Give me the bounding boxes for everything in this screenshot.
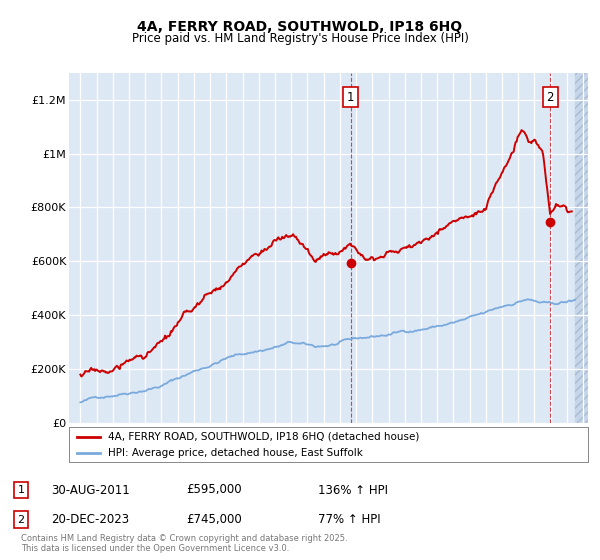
Text: £595,000: £595,000 (186, 483, 242, 497)
Text: 1: 1 (347, 91, 355, 104)
Bar (575, 73, 588, 423)
Text: HPI: Average price, detached house, East Suffolk: HPI: Average price, detached house, East… (108, 447, 363, 458)
Text: £745,000: £745,000 (186, 513, 242, 526)
Text: 2: 2 (547, 91, 554, 104)
Text: 2: 2 (17, 515, 25, 525)
Text: 4A, FERRY ROAD, SOUTHWOLD, IP18 6HQ (detached house): 4A, FERRY ROAD, SOUTHWOLD, IP18 6HQ (det… (108, 432, 419, 442)
Text: 30-AUG-2011: 30-AUG-2011 (51, 483, 130, 497)
Text: 4A, FERRY ROAD, SOUTHWOLD, IP18 6HQ: 4A, FERRY ROAD, SOUTHWOLD, IP18 6HQ (137, 20, 463, 34)
Text: 1: 1 (17, 485, 25, 495)
Text: Contains HM Land Registry data © Crown copyright and database right 2025.
This d: Contains HM Land Registry data © Crown c… (21, 534, 347, 553)
Text: Price paid vs. HM Land Registry's House Price Index (HPI): Price paid vs. HM Land Registry's House … (131, 32, 469, 45)
Text: 20-DEC-2023: 20-DEC-2023 (51, 513, 129, 526)
Text: 136% ↑ HPI: 136% ↑ HPI (318, 483, 388, 497)
Bar (575, 73, 588, 423)
Text: 77% ↑ HPI: 77% ↑ HPI (318, 513, 380, 526)
